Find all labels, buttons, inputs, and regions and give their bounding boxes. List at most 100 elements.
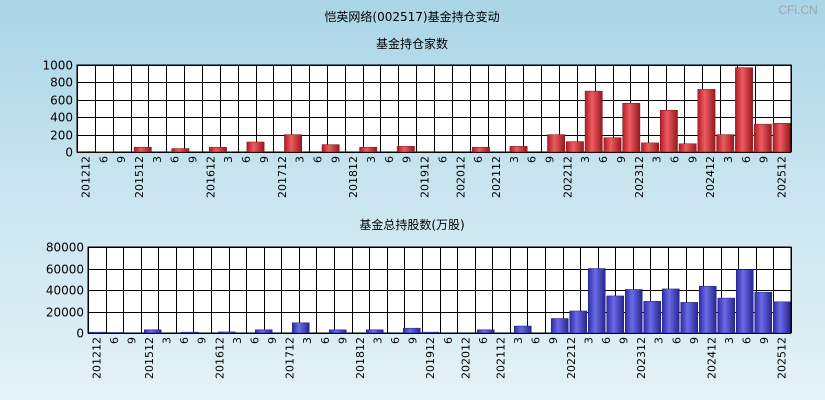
x-tick-label: 3 <box>512 337 525 344</box>
x-tick-label: 3 <box>365 156 378 163</box>
x-tick-label: 202112 <box>490 156 503 198</box>
y-tick-label: 200 <box>50 129 73 143</box>
x-tick-label: 202212 <box>561 156 574 198</box>
bar <box>603 137 622 153</box>
x-tick-label: 9 <box>686 156 699 163</box>
page-title: 恺英网络(002517)基金持仓变动 <box>324 9 499 24</box>
x-tick-label: 9 <box>688 337 701 344</box>
bar <box>735 67 753 153</box>
x-tick-label: 6 <box>600 337 613 344</box>
bar <box>716 134 735 153</box>
x-tick-label: 201512 <box>143 337 156 379</box>
x-tick-label: 9 <box>125 337 138 344</box>
bar <box>476 329 495 334</box>
watermark: CFi.CN <box>778 3 817 17</box>
x-tick-label: 201812 <box>347 156 360 198</box>
x-tick-label: 3 <box>294 156 307 163</box>
x-tick-label: 6 <box>436 156 449 163</box>
x-tick-label: 3 <box>151 156 164 163</box>
x-tick-label: 201612 <box>204 156 217 198</box>
bar <box>717 297 736 334</box>
bar <box>772 123 791 153</box>
x-tick-label: 6 <box>670 337 683 344</box>
x-tick-label: 9 <box>187 156 200 163</box>
bar <box>217 331 236 334</box>
bar <box>209 146 227 153</box>
x-tick-label: 202312 <box>633 156 646 198</box>
x-tick-label: 6 <box>169 156 182 163</box>
x-tick-label: 202412 <box>704 156 717 198</box>
x-tick-label: 6 <box>178 337 191 344</box>
chart1-title: 基金持仓家数 <box>376 36 448 51</box>
bar <box>402 327 421 334</box>
bar <box>284 134 302 153</box>
bar <box>171 148 190 153</box>
bar <box>606 295 625 334</box>
x-tick-label: 6 <box>389 337 402 344</box>
bar <box>88 331 107 334</box>
bar <box>133 146 152 153</box>
x-tick-label: 9 <box>758 156 771 163</box>
x-tick-label: 201812 <box>354 337 367 379</box>
bar <box>291 322 310 334</box>
chart2-title: 基金总持股数(万股) <box>359 217 464 232</box>
x-tick-label: 9 <box>407 337 420 344</box>
bar <box>421 331 440 334</box>
x-tick-label: 3 <box>161 337 174 344</box>
x-tick-label: 201212 <box>90 337 103 379</box>
x-tick-label: 6 <box>741 337 754 344</box>
x-tick-label: 201212 <box>79 156 92 198</box>
x-tick-label: 202512 <box>776 156 789 198</box>
bar <box>365 329 384 334</box>
x-tick-label: 3 <box>508 156 521 163</box>
x-tick-label: 3 <box>653 337 666 344</box>
bar <box>566 141 584 153</box>
x-tick-label: 6 <box>311 156 324 163</box>
bar <box>624 289 643 334</box>
bar <box>661 288 680 334</box>
x-tick-label: 202312 <box>635 337 648 379</box>
y-tick-label: 80000 <box>46 241 84 255</box>
bar <box>584 90 603 153</box>
x-tick-label: 3 <box>371 337 384 344</box>
x-tick-label: 6 <box>477 337 490 344</box>
x-tick-label: 6 <box>472 156 485 163</box>
x-tick-label: 3 <box>301 337 314 344</box>
x-tick-label: 3 <box>579 156 592 163</box>
bar <box>643 301 662 334</box>
x-tick-label: 9 <box>544 156 557 163</box>
bar <box>513 325 532 334</box>
x-tick-label: 202012 <box>454 156 467 198</box>
bar <box>550 318 569 334</box>
y-tick-label: 40000 <box>46 284 84 298</box>
x-tick-label: 6 <box>597 156 610 163</box>
x-tick-label: 3 <box>722 156 735 163</box>
x-tick-label: 6 <box>530 337 543 344</box>
x-tick-label: 6 <box>97 156 110 163</box>
bar <box>772 301 791 334</box>
x-tick-label: 9 <box>258 156 271 163</box>
y-tick-label: 800 <box>50 76 73 90</box>
x-tick-label: 9 <box>336 337 349 344</box>
bar <box>587 268 606 334</box>
x-tick-label: 6 <box>319 337 332 344</box>
x-tick-label: 3 <box>231 337 244 344</box>
bar <box>659 109 678 153</box>
x-tick-label: 6 <box>248 337 261 344</box>
x-tick-label: 9 <box>115 156 128 163</box>
x-tick-label: 9 <box>618 337 631 344</box>
x-tick-label: 202512 <box>776 337 789 379</box>
y-tick-label: 0 <box>65 146 73 160</box>
x-tick-label: 6 <box>240 156 253 163</box>
bar <box>735 269 754 334</box>
x-tick-label: 201912 <box>424 337 437 379</box>
bar <box>680 302 699 334</box>
y-tick-label: 60000 <box>46 263 84 277</box>
x-tick-label: 201712 <box>276 156 289 198</box>
x-tick-label: 201712 <box>284 337 297 379</box>
bar <box>569 310 588 334</box>
x-tick-label: 202212 <box>565 337 578 379</box>
y-tick-label: 600 <box>50 94 73 108</box>
